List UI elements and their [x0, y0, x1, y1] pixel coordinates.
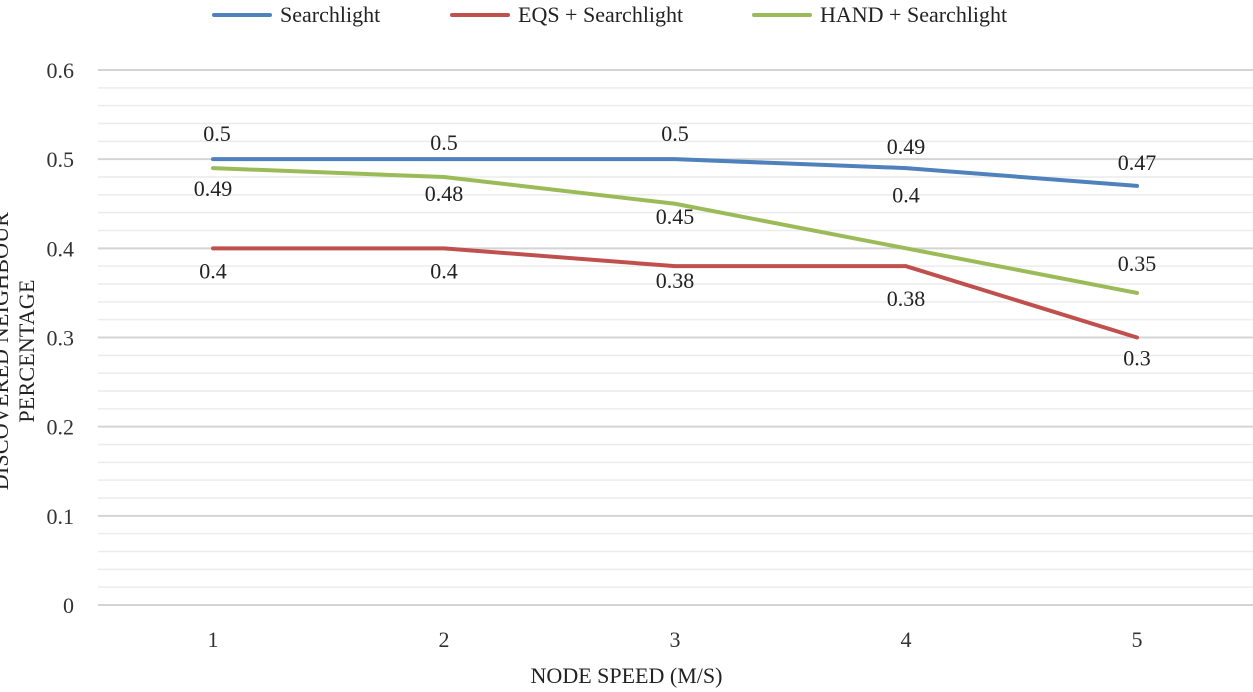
y-tick-label: 0 [63, 593, 74, 618]
data-label: 0.5 [430, 130, 458, 155]
data-label: 0.47 [1118, 150, 1157, 175]
data-label: 0.4 [430, 258, 458, 283]
y-tick-label: 0.4 [47, 236, 75, 261]
y-tick-label: 0.3 [47, 326, 75, 351]
x-axis-title: NODE SPEED (M/S) [530, 663, 723, 688]
y-axis-title: DISCOVERED NEIGHBOUR PERCENTAGE [0, 211, 39, 491]
series-line-2 [211, 166, 1139, 295]
data-label: 0.48 [425, 181, 464, 206]
data-label: 0.4 [892, 182, 920, 207]
series-line-0 [211, 157, 1139, 188]
legend-label-hand-searchlight: HAND + Searchlight [820, 2, 1008, 27]
data-label: 0.3 [1123, 346, 1151, 371]
x-tick-label: 1 [208, 627, 219, 652]
y-tick-label: 0.2 [47, 415, 75, 440]
legend-item-hand-searchlight: HAND + Searchlight [752, 2, 1007, 28]
legend-swatch-searchlight [212, 13, 272, 17]
legend-item-eqs-searchlight: EQS + Searchlight [450, 2, 683, 28]
y-tick-label: 0.6 [47, 58, 75, 83]
legend-label-eqs-searchlight: EQS + Searchlight [518, 2, 684, 27]
series-line-1 [211, 246, 1139, 340]
y-tick-label: 0.1 [47, 504, 75, 529]
x-tick-label: 4 [901, 627, 912, 652]
data-label: 0.35 [1118, 251, 1157, 276]
chart-legend: Searchlight EQS + Searchlight HAND + Sea… [0, 0, 1253, 30]
data-label: 0.38 [656, 268, 695, 293]
data-label: 0.45 [656, 204, 695, 229]
x-tick-label: 2 [439, 627, 450, 652]
data-label: 0.38 [887, 286, 926, 311]
legend-swatch-hand-searchlight [752, 13, 812, 17]
data-label: 0.49 [887, 134, 926, 159]
x-tick-label: 3 [670, 627, 681, 652]
y-tick-label: 0.5 [47, 147, 75, 172]
data-label: 0.4 [199, 258, 227, 283]
legend-label-searchlight: Searchlight [280, 2, 381, 27]
x-tick-label: 5 [1132, 627, 1143, 652]
data-label: 0.5 [661, 121, 689, 146]
data-label: 0.5 [203, 121, 231, 146]
legend-item-searchlight: Searchlight [212, 2, 380, 28]
legend-swatch-eqs-searchlight [450, 13, 510, 17]
data-label: 0.49 [194, 176, 233, 201]
